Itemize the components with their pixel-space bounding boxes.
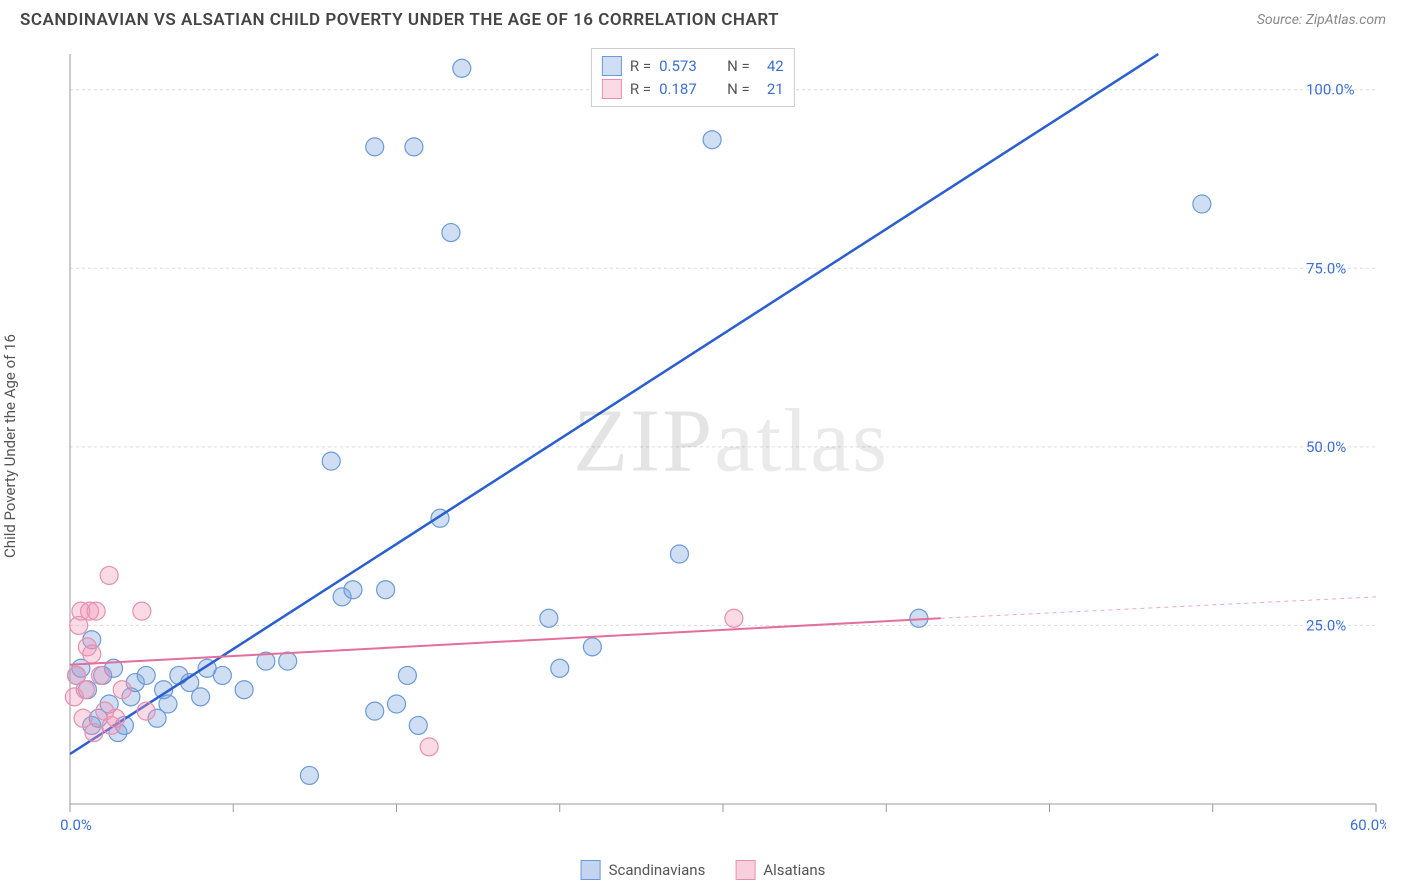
data-point bbox=[91, 666, 109, 684]
data-point bbox=[344, 581, 362, 599]
legend-label: Scandinavians bbox=[609, 861, 706, 879]
legend-label: Alsatians bbox=[763, 861, 825, 879]
data-point bbox=[551, 659, 569, 677]
data-point bbox=[76, 681, 94, 699]
data-point bbox=[409, 716, 427, 734]
data-point bbox=[213, 666, 231, 684]
data-point bbox=[107, 709, 125, 727]
correlation-legend: R = 0.573 N = 42 R = 0.187 N = 21 bbox=[591, 48, 795, 107]
data-point bbox=[113, 681, 131, 699]
source-attribution: Source: ZipAtlas.com bbox=[1257, 12, 1386, 28]
correlation-legend-row: R = 0.187 N = 21 bbox=[602, 78, 784, 101]
correlation-legend-row: R = 0.573 N = 42 bbox=[602, 55, 784, 78]
n-value: 21 bbox=[758, 78, 784, 101]
data-point bbox=[377, 581, 395, 599]
n-label: N = bbox=[727, 78, 750, 101]
data-point bbox=[420, 738, 438, 756]
data-point bbox=[235, 681, 253, 699]
data-point bbox=[366, 702, 384, 720]
data-point bbox=[300, 766, 318, 784]
data-point bbox=[366, 138, 384, 156]
data-point bbox=[398, 666, 416, 684]
trend-line bbox=[70, 618, 941, 664]
series-legend: Scandinavians Alsatians bbox=[581, 860, 826, 880]
r-label: R = bbox=[630, 78, 651, 101]
n-label: N = bbox=[727, 55, 750, 78]
trend-line-extrapolated bbox=[941, 597, 1376, 618]
data-point bbox=[322, 452, 340, 470]
data-point bbox=[87, 602, 105, 620]
svg-text:100.0%: 100.0% bbox=[1306, 81, 1355, 99]
trend-line bbox=[70, 54, 1158, 754]
svg-text:50.0%: 50.0% bbox=[1306, 438, 1346, 456]
svg-text:25.0%: 25.0% bbox=[1306, 616, 1346, 634]
legend-swatch bbox=[735, 860, 755, 880]
legend-swatch bbox=[581, 860, 601, 880]
data-point bbox=[192, 688, 210, 706]
data-point bbox=[1193, 195, 1211, 213]
data-point bbox=[279, 652, 297, 670]
n-value: 42 bbox=[758, 55, 784, 78]
data-point bbox=[405, 138, 423, 156]
svg-text:60.0%: 60.0% bbox=[1350, 816, 1386, 832]
data-point bbox=[137, 702, 155, 720]
data-point bbox=[83, 645, 101, 663]
y-axis-title: Child Poverty Under the Age of 16 bbox=[1, 334, 19, 558]
data-point bbox=[133, 602, 151, 620]
data-point bbox=[703, 131, 721, 149]
svg-text:0.0%: 0.0% bbox=[60, 816, 92, 832]
data-point bbox=[100, 566, 118, 584]
data-point bbox=[388, 695, 406, 713]
data-point bbox=[159, 695, 177, 713]
data-point bbox=[85, 724, 103, 742]
data-point bbox=[442, 224, 460, 242]
data-point bbox=[453, 59, 471, 77]
chart-title: SCANDINAVIAN VS ALSATIAN CHILD POVERTY U… bbox=[20, 10, 779, 30]
r-value: 0.187 bbox=[659, 78, 709, 101]
r-label: R = bbox=[630, 55, 651, 78]
legend-swatch bbox=[602, 79, 622, 99]
svg-text:75.0%: 75.0% bbox=[1306, 259, 1346, 277]
legend-item: Alsatians bbox=[735, 860, 825, 880]
legend-item: Scandinavians bbox=[581, 860, 706, 880]
data-point bbox=[725, 609, 743, 627]
data-point bbox=[137, 666, 155, 684]
data-point bbox=[540, 609, 558, 627]
chart-area: 25.0% 50.0% 75.0% 100.0% 0.0% 60.0% bbox=[50, 44, 1386, 832]
data-point bbox=[670, 545, 688, 563]
data-point bbox=[583, 638, 601, 656]
r-value: 0.573 bbox=[659, 55, 709, 78]
scatter-chart-svg: 25.0% 50.0% 75.0% 100.0% 0.0% 60.0% bbox=[50, 44, 1386, 832]
legend-swatch bbox=[602, 56, 622, 76]
